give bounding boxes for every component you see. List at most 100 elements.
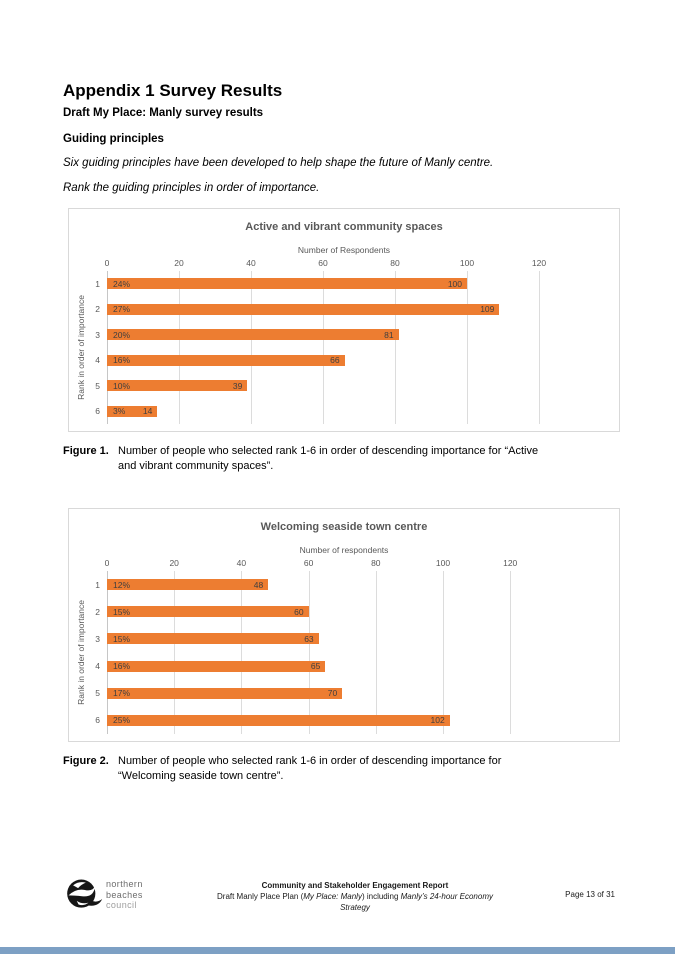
x-tick-label: 0 <box>104 258 110 268</box>
bar: 3% 14 <box>107 405 158 417</box>
x-tick-label: 120 <box>503 558 518 568</box>
x-tick-label: 40 <box>236 558 247 568</box>
figure-1-caption: Figure 1. Number of people who selected … <box>63 444 578 474</box>
x-tick-label: 40 <box>246 258 256 268</box>
x-tick-row: 0 20 40 60 80 100 120 <box>104 257 611 271</box>
y-category-labels: 1 2 3 4 5 6 <box>89 271 107 424</box>
bar-percent-label: 16% <box>113 661 131 672</box>
bar: 16% 65 <box>107 660 326 672</box>
x-gridline <box>395 271 396 424</box>
bar-percent-label: 17% <box>113 688 131 699</box>
bar-value-label: 109 <box>480 304 495 315</box>
bar-value-label: 48 <box>253 579 264 590</box>
bar: 25% 102 <box>107 714 450 726</box>
brand-line: council <box>106 900 137 910</box>
bar-value-label: 102 <box>430 715 445 726</box>
bar-value-label: 100 <box>447 278 462 289</box>
bar-value-label: 39 <box>232 380 243 391</box>
bar-row: 16% 66 <box>107 348 611 374</box>
bar: 16% 66 <box>107 354 345 366</box>
report-title: Community and Stakeholder Engagement Rep… <box>261 881 449 890</box>
x-tick-row: 0 20 40 60 80 100 120 <box>105 557 611 571</box>
bar-row: 25% 102 <box>107 707 611 734</box>
figure-text: Number of people who selected rank 1-6 i… <box>118 755 502 782</box>
plot-area: 12% 48 15% 60 15% 63 16% 65 17% 70 25% 102 <box>107 571 611 734</box>
x-gridline <box>323 271 324 424</box>
rank-label: 1 <box>95 278 100 289</box>
bar-row: 10% 39 <box>107 373 611 399</box>
chart-active-vibrant-community-spaces: Active and vibrant community spaces Numb… <box>68 208 620 432</box>
bar-percent-label: 25% <box>113 715 131 726</box>
rank-label: 6 <box>95 406 100 417</box>
intro-paragraph-2: Rank the guiding principles in order of … <box>63 182 320 194</box>
bar: 20% 81 <box>107 329 399 341</box>
rank-label: 2 <box>95 606 100 617</box>
bar-row: 17% 70 <box>107 680 611 707</box>
figure-text: Number of people who selected rank 1-6 i… <box>118 445 539 472</box>
bar-percent-label: 15% <box>113 633 131 644</box>
council-brand-text: northern beaches council <box>106 879 143 911</box>
x-axis-title: Number of Respondents <box>297 245 391 255</box>
x-tick-label: 80 <box>390 258 400 268</box>
intro-paragraph-1: Six guiding principles have been develop… <box>63 157 494 169</box>
x-tick-label: 60 <box>318 258 328 268</box>
chart-welcoming-seaside-town-centre: Welcoming seaside town centre Number of … <box>68 508 620 742</box>
x-tick-label: 20 <box>174 258 184 268</box>
rank-label: 2 <box>95 304 100 315</box>
bar-percent-label: 3% <box>113 406 126 417</box>
report-subtitle: Draft Manly Place Plan (My Place: Manly)… <box>185 891 525 902</box>
x-gridline <box>107 571 108 734</box>
rank-label: 3 <box>95 329 100 340</box>
x-tick-label: 80 <box>371 558 381 568</box>
x-gridline <box>467 271 468 424</box>
rank-label: 5 <box>95 380 100 391</box>
report-subtitle-segment: My Place: Manly <box>303 892 362 901</box>
bar: 15% 60 <box>107 606 309 618</box>
figure-label: Figure 1. <box>63 445 109 457</box>
bar-percent-label: 27% <box>113 304 131 315</box>
x-tick-label: 120 <box>531 258 547 268</box>
bar-value-label: 14 <box>142 406 153 417</box>
bar-row: 15% 60 <box>107 598 611 625</box>
y-axis-title: Rank in order of importance <box>76 295 86 400</box>
page-title: Appendix 1 Survey Results <box>63 81 283 100</box>
plot-region: Rank in order of importance 1 2 3 4 5 6 12% 48… <box>69 571 619 741</box>
bar-row: 16% 65 <box>107 653 611 680</box>
y-category-labels: 1 2 3 4 5 6 <box>89 571 107 734</box>
bar-percent-label: 15% <box>113 606 131 617</box>
rank-label: 4 <box>95 355 100 366</box>
report-subtitle-segment: Manly’s 24-hour Economy <box>400 892 493 901</box>
rank-label: 3 <box>95 633 100 644</box>
bar-percent-label: 10% <box>113 380 131 391</box>
figure-label: Figure 2. <box>63 755 109 767</box>
x-axis-ticks: 0 20 40 60 80 100 120 <box>69 557 619 571</box>
x-gridline <box>174 571 176 734</box>
brand-line: beaches <box>106 889 143 900</box>
bar-value-label: 63 <box>304 633 314 644</box>
x-tick-label: 20 <box>169 558 179 568</box>
x-gridline <box>241 571 243 734</box>
x-gridline <box>443 571 444 734</box>
bar: 12% 48 <box>107 579 269 591</box>
bottom-edge-bar <box>0 947 675 954</box>
plot-area: 24% 100 27% 109 20% 81 16% 66 10% 39 3% 14 <box>107 271 611 424</box>
bar-row: 12% 48 <box>107 571 611 598</box>
chart-title: Active and vibrant community spaces <box>245 221 443 233</box>
x-gridline <box>539 271 540 424</box>
x-tick-label: 60 <box>303 558 314 568</box>
chart-title: Welcoming seaside town centre <box>260 521 428 533</box>
x-gridline <box>251 271 252 424</box>
plot-region: Rank in order of importance 1 2 3 4 5 6 24% 10… <box>69 271 619 431</box>
bar-percent-label: 20% <box>113 329 131 340</box>
x-gridline <box>308 571 310 734</box>
report-subtitle-continued: Strategy <box>340 903 370 912</box>
bar-row: 27% 109 <box>107 297 611 323</box>
bar-value-label: 60 <box>294 606 304 617</box>
page-number: Page 13 of 31 <box>565 890 615 899</box>
bar-value-label: 66 <box>330 355 340 366</box>
rank-label: 1 <box>95 579 100 590</box>
bar: 24% 100 <box>107 278 467 290</box>
bar-row: 20% 81 <box>107 322 611 348</box>
footer-report-reference: Community and Stakeholder Engagement Rep… <box>185 880 525 913</box>
